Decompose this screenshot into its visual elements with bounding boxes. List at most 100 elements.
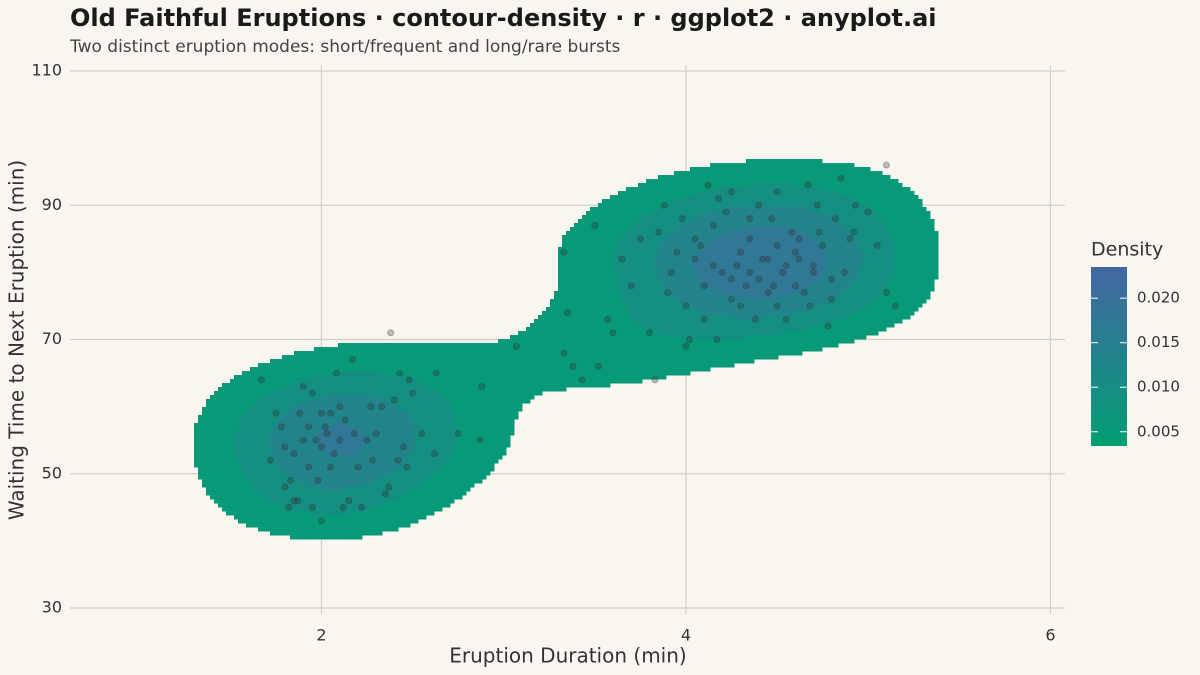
density-band [458, 439, 511, 444]
density-band [562, 235, 623, 240]
density-band [246, 411, 287, 416]
density-band [646, 179, 899, 184]
density-band [426, 383, 611, 388]
point [560, 248, 568, 256]
point [764, 289, 772, 297]
point [591, 221, 599, 229]
point [339, 503, 347, 511]
point [345, 497, 353, 505]
point [636, 235, 644, 243]
density-band [202, 483, 251, 488]
density-band [234, 515, 427, 520]
density-band [286, 383, 427, 388]
density-band [854, 235, 891, 240]
point [700, 315, 708, 323]
density-band [794, 183, 903, 188]
point [773, 302, 781, 310]
points [257, 161, 900, 525]
density-band [434, 387, 567, 392]
density-band [278, 387, 435, 392]
density-band [778, 295, 839, 300]
density-band [226, 511, 311, 516]
point [882, 161, 890, 169]
density-band [858, 271, 895, 276]
point [851, 201, 859, 209]
density-band [554, 291, 623, 296]
point [305, 423, 313, 431]
density-band [318, 447, 359, 452]
density-band [282, 355, 779, 360]
density-band [658, 275, 699, 280]
density-band [458, 431, 515, 436]
density-band [690, 167, 871, 172]
density-band [642, 215, 699, 220]
point [737, 248, 745, 256]
density-band [862, 259, 895, 264]
density-band [842, 291, 883, 296]
density-band [242, 419, 279, 424]
point [655, 228, 663, 236]
density-band [838, 219, 883, 224]
density-band [622, 295, 675, 300]
density-band [626, 303, 687, 308]
density-band [886, 287, 935, 292]
density-band [198, 475, 247, 480]
density-band [430, 475, 487, 480]
density-band [726, 207, 807, 212]
density-band [366, 439, 415, 444]
density-band [270, 435, 319, 440]
density-band [290, 407, 399, 412]
density-band [290, 535, 363, 540]
point [336, 403, 344, 411]
density-band [682, 223, 843, 228]
point [810, 262, 818, 270]
density-band [318, 431, 363, 436]
density-band [806, 207, 871, 212]
density-band [222, 383, 287, 388]
density-band [442, 463, 495, 468]
point [363, 436, 371, 444]
point [387, 329, 395, 337]
density-band [826, 259, 863, 264]
density-band [890, 231, 939, 236]
density-band [254, 487, 323, 492]
point [281, 483, 289, 491]
density-band [862, 263, 895, 268]
point [686, 336, 694, 343]
point [317, 409, 325, 417]
density-band [574, 223, 635, 228]
density-band [390, 499, 455, 504]
density-band [534, 319, 635, 324]
density-band [282, 415, 411, 420]
density-band [234, 447, 271, 452]
point [646, 329, 654, 337]
density-band [646, 327, 807, 332]
density-band [666, 235, 719, 240]
point [664, 289, 672, 297]
density-band [782, 331, 879, 336]
density-band [454, 447, 507, 452]
density-band [686, 195, 851, 200]
density-band [558, 271, 615, 276]
density-band [270, 443, 319, 448]
density-band [270, 439, 315, 444]
density-band [314, 347, 823, 352]
point [751, 315, 759, 323]
density-band [862, 251, 895, 256]
density-band [810, 307, 863, 312]
density-band [194, 455, 239, 460]
point [728, 295, 736, 303]
density-band [286, 471, 391, 476]
point [828, 295, 836, 303]
point [418, 429, 426, 437]
density-band [618, 239, 663, 244]
density-band [858, 247, 895, 252]
density-band [194, 463, 239, 468]
point [432, 369, 440, 377]
density-band [406, 411, 455, 416]
point [837, 174, 845, 182]
density-band [794, 291, 843, 296]
density-band [822, 275, 859, 280]
density-band [450, 407, 523, 412]
density-band [858, 199, 923, 204]
